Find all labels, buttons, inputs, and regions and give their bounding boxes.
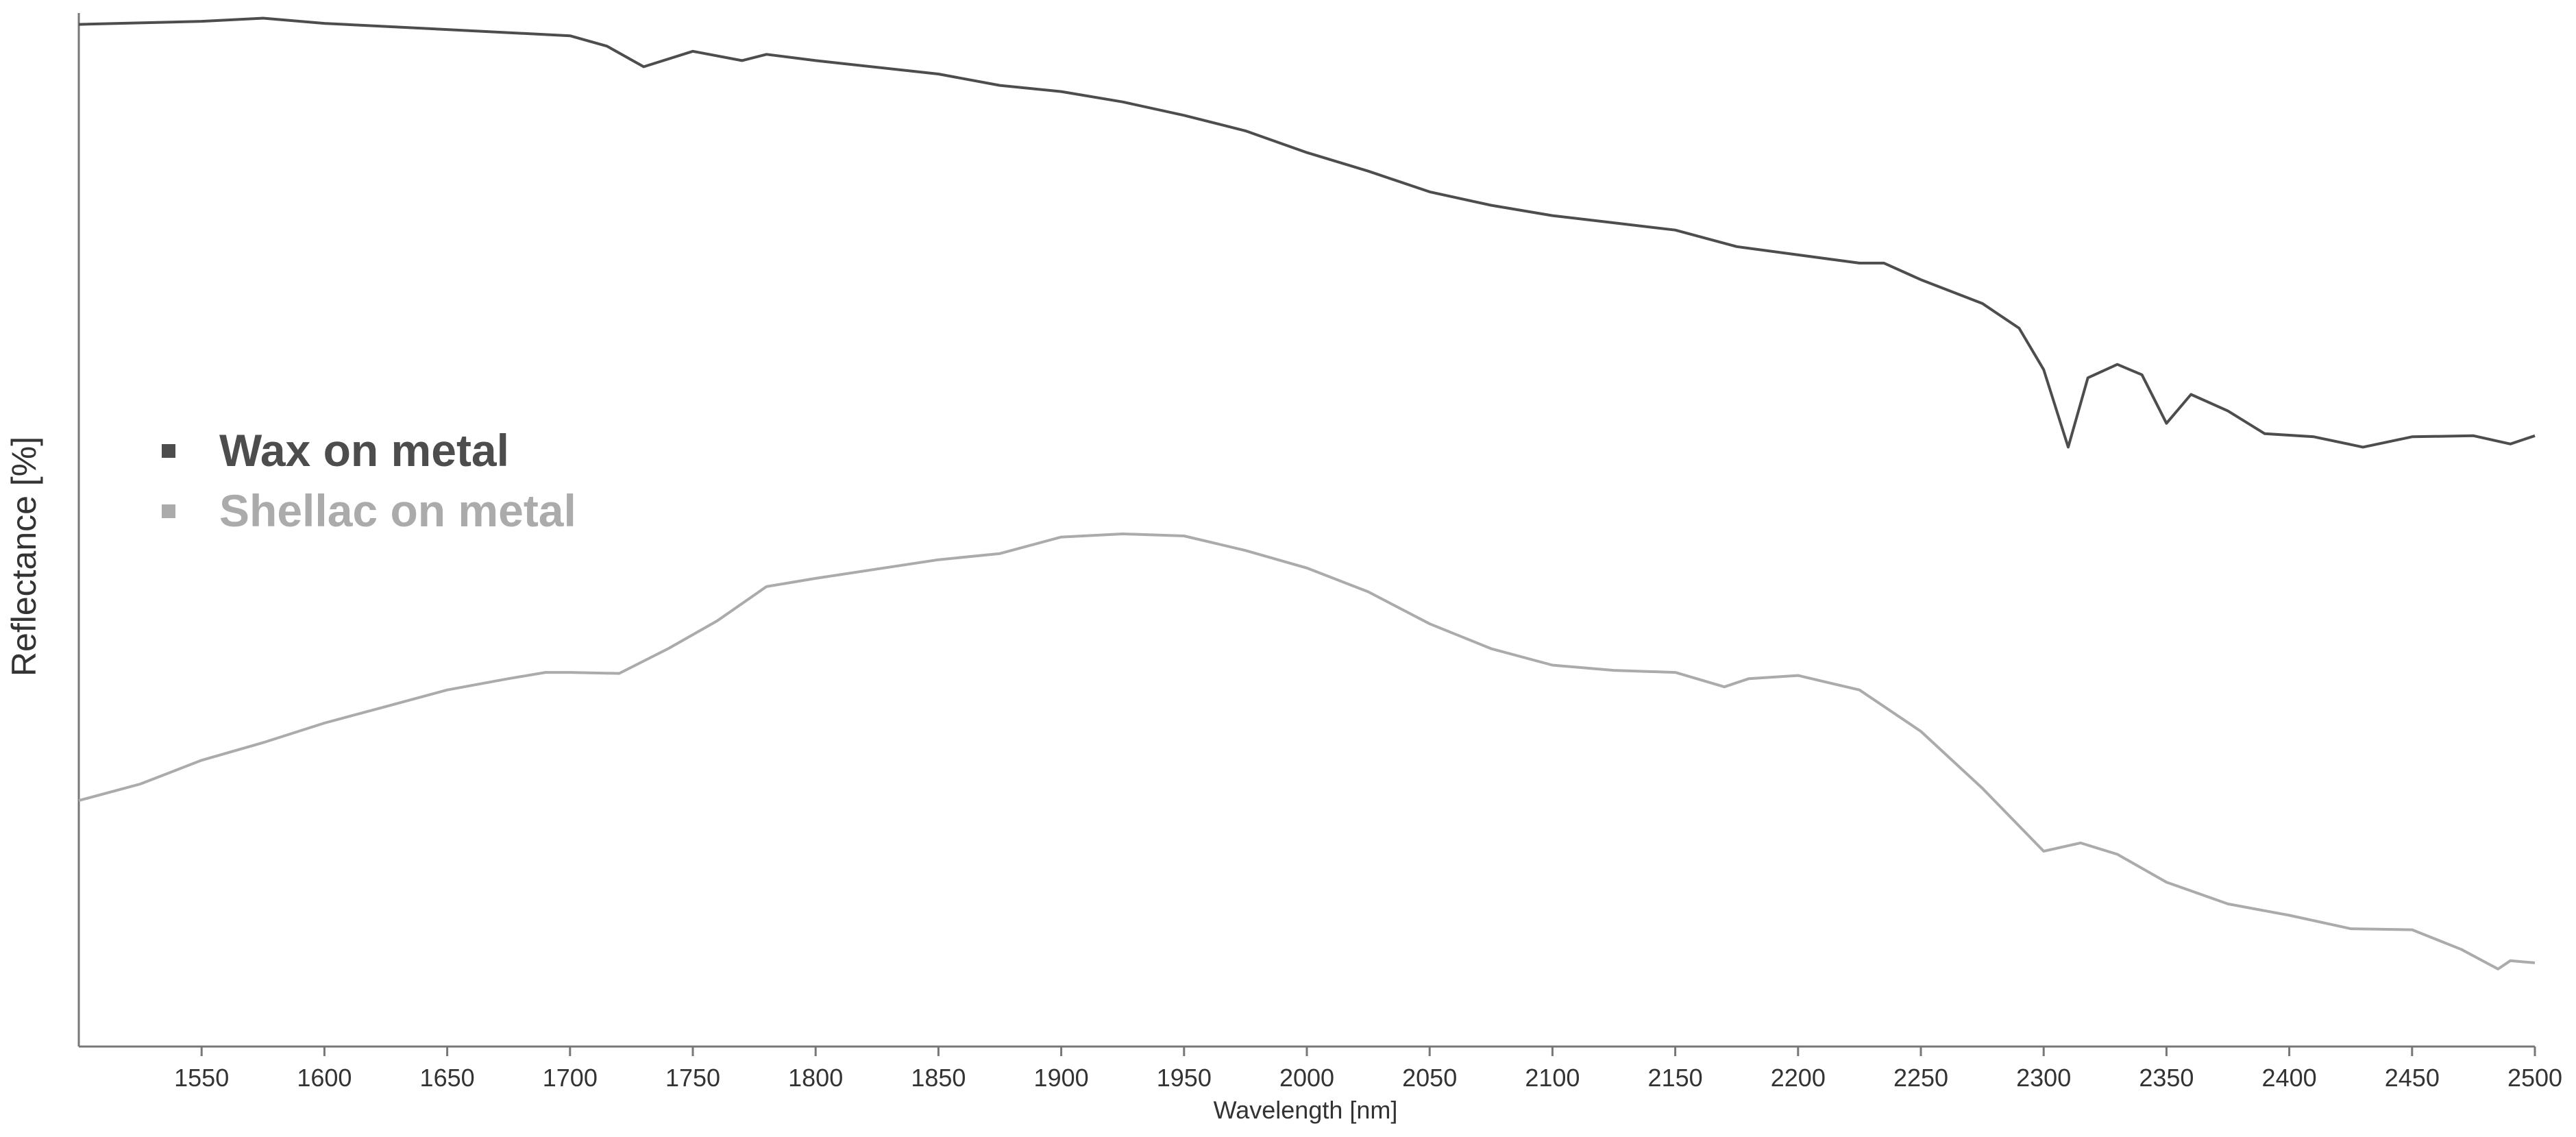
x-tick-label: 1650 <box>420 1064 475 1092</box>
x-tick-label: 2050 <box>1402 1064 1457 1092</box>
legend-marker <box>162 444 175 458</box>
x-tick-label: 1850 <box>911 1064 966 1092</box>
legend-label: Wax on metal <box>219 425 509 476</box>
x-tick-label: 2350 <box>2139 1064 2194 1092</box>
x-tick-label: 1750 <box>665 1064 720 1092</box>
x-tick-label: 1550 <box>174 1064 229 1092</box>
x-tick-label: 2200 <box>1771 1064 1826 1092</box>
legend-marker <box>162 504 175 518</box>
x-tick-label: 2150 <box>1648 1064 1703 1092</box>
legend-label: Shellac on metal <box>219 485 576 536</box>
x-tick-label: 2000 <box>1279 1064 1334 1092</box>
x-tick-label: 2450 <box>2385 1064 2440 1092</box>
x-tick-label: 2400 <box>2262 1064 2317 1092</box>
data-line <box>78 16 2536 449</box>
x-tick-label: 1600 <box>297 1064 352 1092</box>
y-axis-label: Reflectance [%] <box>5 437 43 676</box>
x-axis-label: Wavelength [nm] <box>1214 1096 1398 1124</box>
x-tick-label: 1900 <box>1034 1064 1089 1092</box>
x-tick-label: 2250 <box>1893 1064 1948 1092</box>
x-tick-label: 2100 <box>1525 1064 1580 1092</box>
data-line <box>78 533 2536 970</box>
x-tick-label: 2500 <box>2507 1064 2562 1092</box>
x-tick-label: 2300 <box>2016 1064 2071 1092</box>
x-tick-label: 1800 <box>788 1064 843 1092</box>
x-tick-label: 1950 <box>1157 1064 1212 1092</box>
x-tick-label: 1700 <box>543 1064 598 1092</box>
